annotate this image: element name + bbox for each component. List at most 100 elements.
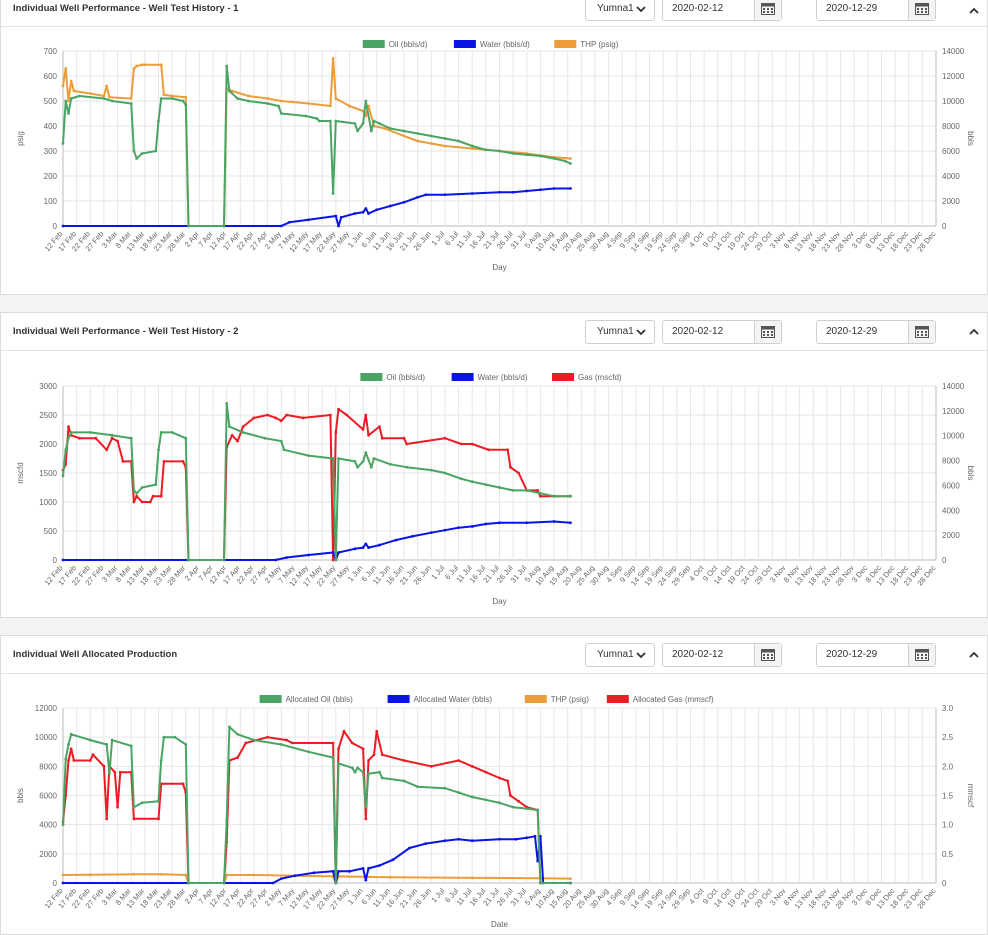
data-point <box>457 139 460 143</box>
data-point <box>470 192 474 195</box>
well-select[interactable]: Yumna1 <box>585 320 655 344</box>
data-point <box>337 869 340 873</box>
panel-title: Individual Well Performance - Well Test … <box>13 326 239 337</box>
data-point <box>364 542 368 546</box>
data-point <box>536 808 540 812</box>
data-point <box>236 732 240 736</box>
data-point <box>539 834 542 838</box>
data-point <box>514 837 518 841</box>
series-line <box>62 57 571 227</box>
end-date-input[interactable]: 2020-12-29 <box>816 0 936 21</box>
y-tick-right: 8000 <box>942 122 960 131</box>
data-point <box>222 558 226 562</box>
legend-label: Allocated Oil (bbls) <box>286 695 353 704</box>
data-point <box>170 94 174 98</box>
data-point <box>563 159 567 163</box>
data-point <box>342 729 346 733</box>
data-point <box>88 92 92 95</box>
data-point <box>132 489 136 492</box>
well-select[interactable]: Yumna1 <box>585 0 655 21</box>
data-point <box>525 489 529 492</box>
data-point <box>307 750 310 754</box>
data-point <box>307 454 310 457</box>
data-point <box>378 425 381 428</box>
collapse-chevron-up-icon[interactable] <box>967 648 981 662</box>
data-point <box>569 162 572 165</box>
data-point <box>470 876 474 880</box>
data-point <box>353 770 357 774</box>
start-date-value: 2020-02-12 <box>672 326 724 337</box>
data-point <box>328 104 332 108</box>
y-tick-left: 8000 <box>39 762 57 771</box>
data-point <box>402 200 406 204</box>
y-tick-left: 500 <box>44 97 58 106</box>
data-point <box>274 416 278 420</box>
data-point <box>116 805 119 809</box>
collapse-chevron-up-icon[interactable] <box>967 4 981 18</box>
data-point <box>367 772 370 776</box>
data-point <box>61 873 65 877</box>
data-point <box>67 759 70 762</box>
calendar-button[interactable] <box>908 321 935 343</box>
data-point <box>539 154 542 158</box>
legend-swatch <box>360 373 383 381</box>
end-date-input[interactable]: 2020-12-29 <box>816 643 936 667</box>
well-select[interactable]: Yumna1 <box>585 643 655 667</box>
data-point <box>61 823 65 827</box>
data-point <box>88 431 92 434</box>
data-point <box>367 433 370 437</box>
x-axis-title: Day <box>492 597 506 606</box>
data-point <box>132 872 136 876</box>
data-point <box>569 494 572 498</box>
calendar-button[interactable] <box>754 321 781 343</box>
start-date-input[interactable]: 2020-02-12 <box>662 320 782 344</box>
data-point <box>252 738 256 742</box>
data-point <box>247 99 250 103</box>
data-point <box>279 112 283 115</box>
data-point <box>184 743 188 746</box>
data-point <box>102 97 106 100</box>
start-date-input[interactable]: 2020-02-12 <box>662 0 782 21</box>
calendar-icon <box>761 3 775 15</box>
data-point <box>107 95 111 99</box>
panel-title: Individual Well Allocated Production <box>13 649 178 660</box>
data-point <box>228 425 231 428</box>
data-point <box>307 553 310 557</box>
calendar-button[interactable] <box>754 644 781 666</box>
calendar-button[interactable] <box>754 0 781 20</box>
data-point <box>353 122 357 125</box>
data-point <box>157 817 160 821</box>
x-axis-title: Day <box>492 263 506 272</box>
end-date-input[interactable]: 2020-12-29 <box>816 320 936 344</box>
y-tick-right: 0 <box>942 222 947 231</box>
data-point <box>361 428 365 431</box>
y-axis-title-right: mmscf <box>966 784 975 808</box>
calendar-button[interactable] <box>908 644 935 666</box>
data-point <box>367 212 370 215</box>
y-tick-right: 1.5 <box>942 792 954 801</box>
data-point <box>380 753 384 757</box>
data-point <box>569 157 572 160</box>
data-point <box>509 794 512 797</box>
data-point <box>157 799 160 803</box>
calendar-button[interactable] <box>908 0 935 20</box>
data-point <box>364 413 368 417</box>
data-point <box>225 873 229 877</box>
start-date-input[interactable]: 2020-02-12 <box>662 643 782 667</box>
data-point <box>307 218 310 222</box>
data-point <box>364 805 368 809</box>
y-axis-title-left: mscfd <box>16 462 25 483</box>
data-point <box>443 786 447 790</box>
data-point <box>67 112 70 115</box>
panel-title: Individual Well Performance - Well Test … <box>13 3 239 14</box>
data-point <box>228 89 231 93</box>
collapse-chevron-up-icon[interactable] <box>967 325 981 339</box>
data-point <box>470 764 474 768</box>
legend-swatch <box>451 373 474 381</box>
data-point <box>364 114 368 118</box>
series-line <box>63 187 571 227</box>
data-point <box>304 114 308 118</box>
chevron-down-icon <box>636 6 646 13</box>
data-point <box>318 119 321 123</box>
data-point <box>498 801 501 805</box>
